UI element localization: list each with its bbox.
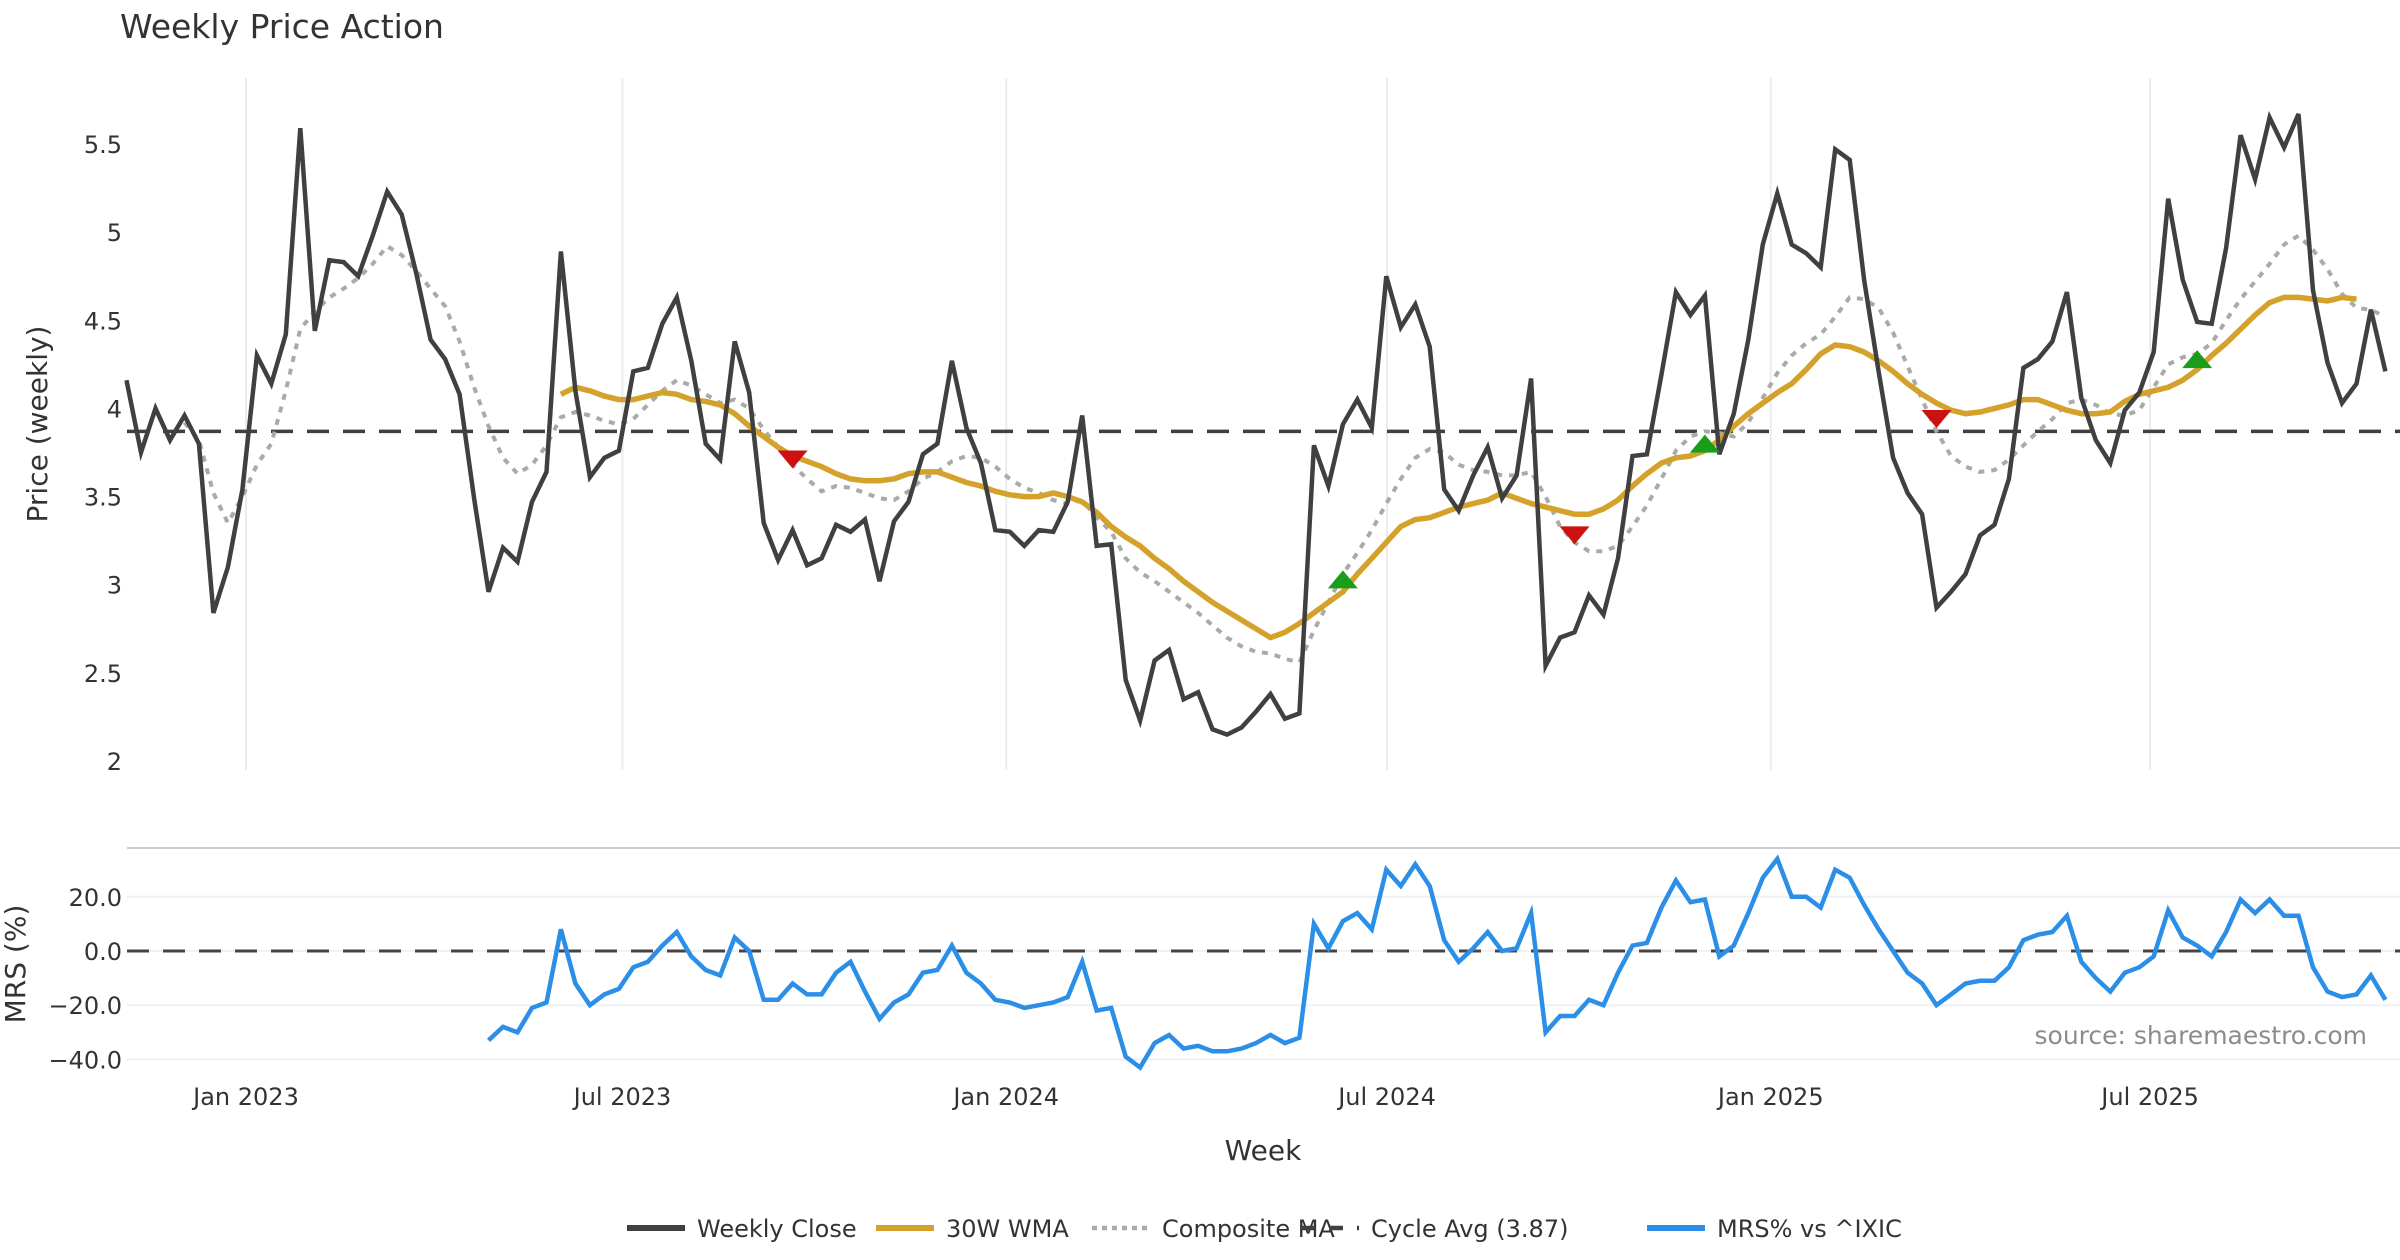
wma-30w-line bbox=[559, 294, 2357, 641]
mrs-y-axis-title: MRS (%) bbox=[0, 905, 32, 1024]
series-layer bbox=[124, 110, 2400, 1071]
sell-signal-marker bbox=[1921, 410, 1952, 429]
x-tick-label: Jul 2024 bbox=[1336, 1083, 1436, 1111]
sell-signal-marker bbox=[1559, 526, 1590, 545]
x-tick-label: Jan 2024 bbox=[951, 1083, 1059, 1111]
mrs-line bbox=[486, 854, 2388, 1071]
legend-item: Composite MA bbox=[1092, 1215, 1335, 1243]
sell-signal-marker bbox=[777, 450, 808, 469]
legend-label: MRS% vs ^IXIC bbox=[1717, 1215, 1902, 1243]
price-y-axis-title: Price (weekly) bbox=[21, 326, 54, 523]
legend-label: Cycle Avg (3.87) bbox=[1371, 1215, 1568, 1243]
legend-item: Weekly Close bbox=[627, 1215, 857, 1243]
mrs-gridlines bbox=[127, 895, 2400, 1061]
x-tick-label: Jul 2023 bbox=[572, 1083, 672, 1111]
buy-signal-marker bbox=[2182, 350, 2213, 369]
signal-markers bbox=[777, 350, 2213, 589]
mrs-y-tick-label: −40.0 bbox=[48, 1046, 122, 1074]
price-y-tick-label: 4.5 bbox=[84, 307, 122, 335]
price-y-ticks: 2 2.5 3 3.5 4 4.5 5 5.5 bbox=[84, 131, 122, 776]
mrs-y-tick-label: 20.0 bbox=[69, 884, 122, 912]
x-tick-label: Jan 2025 bbox=[1716, 1083, 1824, 1111]
price-y-tick-label: 3.5 bbox=[84, 484, 122, 512]
price-y-tick-label: 5 bbox=[107, 219, 122, 247]
x-tick-label: Jan 2023 bbox=[191, 1083, 299, 1111]
price-y-tick-label: 5.5 bbox=[84, 131, 122, 159]
mrs-y-ticks: 20.0 0.0 −20.0 −40.0 bbox=[48, 884, 122, 1075]
weekly-close-line bbox=[124, 110, 2388, 738]
price-gridlines bbox=[245, 78, 2152, 770]
price-y-tick-label: 3 bbox=[107, 572, 122, 600]
x-axis-title: Week bbox=[1225, 1134, 1302, 1167]
buy-signal-marker bbox=[1689, 434, 1720, 453]
buy-signal-marker bbox=[1327, 570, 1358, 589]
legend-item: MRS% vs ^IXIC bbox=[1647, 1215, 1902, 1243]
mrs-y-tick-label: 0.0 bbox=[84, 938, 122, 966]
source-credit: source: sharemaestro.com bbox=[2035, 1021, 2368, 1050]
chart-title: Weekly Price Action bbox=[120, 7, 444, 46]
price-y-tick-label: 4 bbox=[107, 395, 122, 423]
price-y-tick-label: 2 bbox=[107, 748, 122, 776]
price-y-tick-label: 2.5 bbox=[84, 660, 122, 688]
mrs-y-tick-label: −20.0 bbox=[48, 992, 122, 1020]
x-ticks: Jan 2023 Jul 2023 Jan 2024 Jul 2024 Jan 2025… bbox=[191, 1083, 2199, 1111]
legend-item: 30W WMA bbox=[876, 1215, 1069, 1243]
legend: Weekly Close 30W WMA Composite MA Cycle Avg… bbox=[627, 1215, 1902, 1243]
legend-label: 30W WMA bbox=[946, 1215, 1069, 1243]
legend-item: Cycle Avg (3.87) bbox=[1301, 1215, 1568, 1243]
x-tick-label: Jul 2025 bbox=[2099, 1083, 2199, 1111]
legend-label: Weekly Close bbox=[697, 1215, 857, 1243]
composite-ma-line bbox=[182, 233, 2387, 665]
